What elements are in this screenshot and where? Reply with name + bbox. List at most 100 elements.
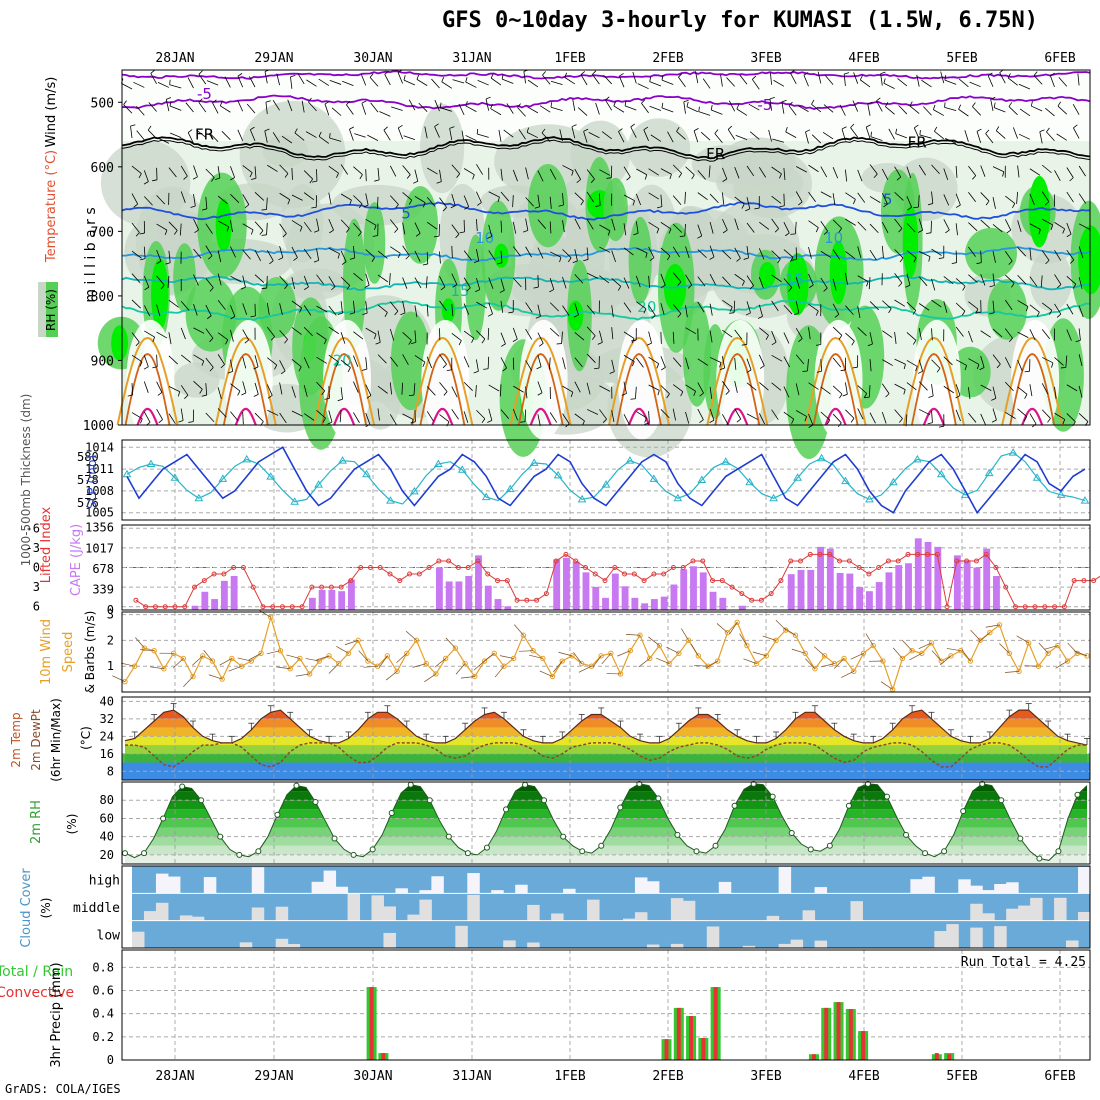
wind-barb-flag [991, 419, 997, 423]
wind-barb [266, 197, 268, 210]
li-marker [592, 571, 598, 577]
wind-barb [623, 247, 634, 256]
surface-wind-barb [358, 650, 369, 662]
wind-barb [512, 221, 517, 234]
wind-barb-flag [790, 257, 794, 262]
warm-lobe-35 [824, 407, 847, 426]
wind-barb [845, 218, 856, 226]
wind-barb-flag [331, 286, 336, 291]
wind-barb-flag [166, 97, 171, 100]
wind-barb-flag [298, 366, 302, 372]
cape-bar [641, 603, 649, 610]
wind-barb [685, 327, 697, 335]
cape-bar [787, 574, 795, 610]
wind-barb [943, 194, 950, 206]
warm-lobe-35 [922, 407, 945, 426]
wind-barb [720, 74, 723, 87]
wind-barb-flag [209, 367, 214, 372]
wind-barb [968, 246, 976, 257]
precip-convective-bar [934, 1053, 939, 1060]
wind-barb [955, 409, 961, 422]
wind-speed-marker [132, 663, 138, 669]
wind-barb [316, 248, 320, 261]
wind-barb-flag [227, 370, 233, 374]
wind-barb-flag [631, 339, 637, 342]
wind-barb-flag [677, 281, 682, 286]
wind-barb [297, 73, 305, 85]
wind-barb-flag [1039, 129, 1045, 133]
wind-barb-flag [571, 124, 577, 128]
wind-barb [230, 329, 234, 342]
wind-barb [857, 246, 862, 259]
wind-barb [542, 74, 551, 85]
wind-barb-flag [442, 207, 447, 212]
wind-barb [795, 277, 801, 289]
wind-barb [523, 71, 526, 84]
precip-convective-bar [381, 1053, 386, 1060]
dewpoint-line [125, 742, 1087, 768]
wind-barb-flag [336, 172, 339, 178]
cape-bar [435, 567, 443, 610]
wind-barb [291, 300, 302, 309]
wind-barb-flag [327, 421, 333, 425]
wind-barb [131, 273, 141, 283]
surface-wind-barb [617, 650, 631, 657]
wind-barb [353, 195, 363, 205]
wind-barb [377, 304, 388, 313]
wind-barb [785, 131, 797, 139]
wind-speed-marker [841, 655, 847, 662]
wind-barb-flag [364, 284, 370, 288]
rh-marker [122, 850, 128, 857]
wind-barb-flag [630, 123, 635, 128]
wind-barb [303, 192, 315, 201]
wind-barb [758, 354, 765, 366]
temp-panel-frame [121, 696, 1091, 781]
wind-barb [451, 245, 453, 258]
li-marker [661, 571, 667, 577]
wind-barb [586, 409, 599, 415]
wind-barb [156, 249, 162, 262]
wind-barb [193, 218, 200, 230]
wind-barb-flag [754, 207, 760, 210]
cloud-block [407, 914, 420, 921]
wind-barb [857, 275, 869, 282]
wind-barb [500, 250, 503, 263]
wind-barb-flag [411, 419, 414, 425]
rh-marker [560, 833, 567, 840]
wind-barb-flag [727, 125, 733, 130]
wind-barb-flag [633, 232, 639, 236]
wind-barb [709, 245, 715, 258]
wind-barb-flag [313, 260, 319, 263]
li-marker [846, 558, 852, 564]
wind-speed-marker [919, 650, 925, 656]
wind-barb [426, 167, 438, 175]
li-marker [221, 571, 227, 577]
wind-barb-flag [267, 395, 273, 399]
wind-barb-flag [244, 339, 249, 344]
thickness-marker [1032, 473, 1042, 481]
wind-barb [266, 250, 274, 261]
rh-tick-label: 20 [100, 848, 114, 862]
rh-marker [979, 780, 986, 787]
wind-speed-marker [899, 655, 906, 662]
wind-barb-flag [422, 361, 426, 367]
li-marker [280, 604, 286, 610]
wind-barb [463, 195, 470, 207]
cloud-block [994, 883, 1007, 894]
surface-wind-barb [237, 657, 252, 662]
cape-bar [934, 546, 942, 610]
li-marker [524, 597, 530, 603]
wind-barb-flag [926, 232, 932, 234]
wind-barb [500, 220, 503, 233]
wind-barb [623, 331, 635, 339]
cape-bar [494, 599, 502, 610]
wind-barb [857, 306, 861, 319]
li-marker [192, 584, 198, 590]
wind-barb [1054, 412, 1065, 420]
cloud-block [395, 888, 408, 894]
rh-grey-patch [262, 135, 309, 167]
wind-barb-flag [542, 71, 546, 76]
wind-barb [771, 274, 782, 283]
wind-barb [220, 105, 231, 113]
wind-barb [205, 357, 214, 368]
